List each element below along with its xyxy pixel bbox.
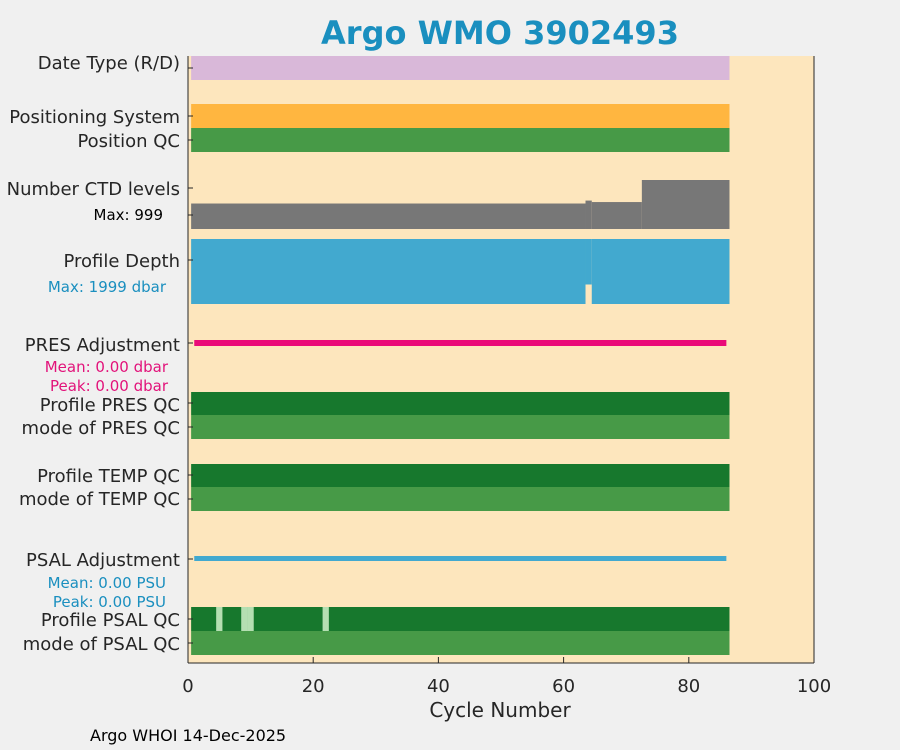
ctd-max-label: Max: 999 [94,206,163,224]
psal-adjustment-line [194,556,727,561]
row-label-date-type: Date Type (R/D) [38,53,180,74]
row-label-mode-temp-qc: mode of TEMP QC [19,489,180,510]
profile-pres-qc-bar [191,392,730,415]
row-label-number-ctd-levels: Number CTD levels [7,179,180,200]
x-tick-label: 0 [182,676,193,697]
psal-adj-mean-label: Mean: 0.00 PSU [48,574,166,592]
row-labels: Date Type (R/D) Positioning System Posit… [7,53,180,655]
psal-adj-peak-label: Peak: 0.00 PSU [53,593,166,611]
x-tick-label: 40 [427,676,450,697]
profile-depth-bar [591,239,730,304]
plot-background [188,56,814,663]
pres-adj-peak-label: Peak: 0.00 dbar [50,377,169,395]
ctd-levels-bar [191,203,586,229]
row-label-positioning-system: Positioning System [9,107,180,128]
x-tick-label: 60 [552,676,575,697]
row-label-position-qc: Position QC [77,131,180,152]
ctd-levels-bar [591,202,642,229]
profile-psal-qc-flag [216,607,223,631]
positioning-system-bar [191,104,730,128]
x-axis-label: Cycle Number [429,698,571,722]
row-label-profile-depth: Profile Depth [63,251,180,272]
mode-pres-qc-bar [191,415,730,439]
mode-temp-qc-bar [191,487,730,511]
profile-psal-qc-bar [191,607,730,631]
x-axis: 0 20 40 60 80 100 [182,56,831,697]
profile-psal-qc-flag [241,607,248,631]
date-type-bar [191,56,730,80]
profile-temp-qc-bar [191,464,730,487]
row-label-profile-psal-qc: Profile PSAL QC [41,610,180,631]
x-tick-label: 100 [797,676,831,697]
chart-title: Argo WMO 3902493 [321,14,679,52]
position-qc-bar [191,128,730,152]
profile-psal-qc-flag [322,607,329,631]
row-label-profile-temp-qc: Profile TEMP QC [37,466,180,487]
x-tick-label: 80 [677,676,700,697]
footer-credit: Argo WHOI 14-Dec-2025 [90,726,286,745]
profile-depth-bar [585,239,592,285]
pres-adj-mean-label: Mean: 0.00 dbar [45,358,169,376]
ctd-levels-bar [641,180,730,229]
ctd-levels-bar [585,200,592,229]
row-label-psal-adjustment: PSAL Adjustment [26,550,180,571]
profile-psal-qc-flag [247,607,254,631]
row-label-profile-pres-qc: Profile PRES QC [40,395,180,416]
row-label-mode-pres-qc: mode of PRES QC [22,418,180,439]
depth-max-label: Max: 1999 dbar [48,278,167,296]
pres-adjustment-line [194,340,727,346]
row-label-pres-adjustment: PRES Adjustment [25,335,180,356]
plot-area [188,56,814,663]
mode-psal-qc-bar [191,631,730,655]
row-label-mode-psal-qc: mode of PSAL QC [23,634,180,655]
profile-depth-bar [191,239,586,304]
x-tick-label: 20 [302,676,325,697]
